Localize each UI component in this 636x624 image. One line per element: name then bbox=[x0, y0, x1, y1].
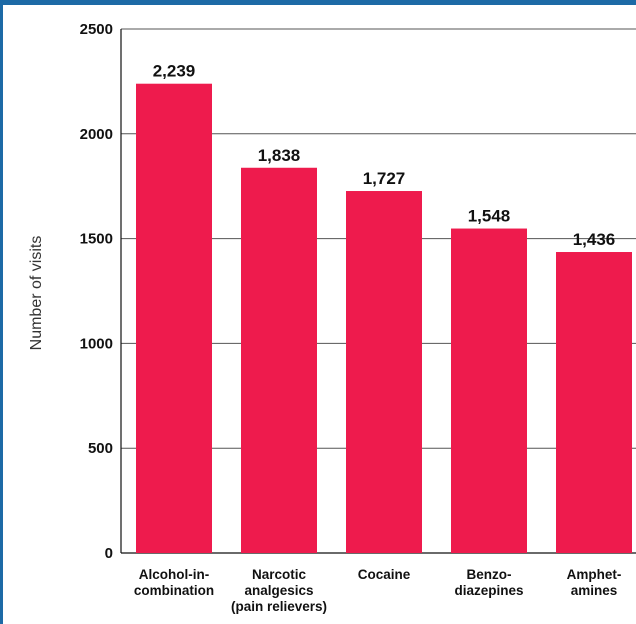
x-category-label: Alcohol-in- combination bbox=[133, 567, 215, 598]
y-tick-label: 0 bbox=[105, 545, 113, 562]
y-tick-label: 1500 bbox=[80, 231, 113, 248]
data-label: 1,436 bbox=[573, 230, 616, 249]
bar-chart: 0 500 1000 1500 2000 2500 2,239 1,838 1,727 1,548… bbox=[80, 21, 636, 562]
data-label: 2,239 bbox=[153, 62, 196, 81]
bar bbox=[451, 228, 527, 554]
x-category-label: Benzo- diazepines bbox=[454, 567, 524, 598]
data-label: 1,548 bbox=[468, 207, 511, 226]
bar bbox=[136, 83, 212, 553]
x-category-label: Amphet- amines bbox=[566, 567, 622, 598]
x-category-label: Cocaine bbox=[357, 567, 411, 582]
y-tick-label: 1000 bbox=[80, 335, 113, 352]
data-label: 1,838 bbox=[258, 146, 301, 165]
y-tick-label: 2000 bbox=[80, 126, 113, 143]
bar bbox=[346, 191, 422, 553]
y-tick-label: 2500 bbox=[80, 21, 113, 38]
bar bbox=[241, 167, 317, 554]
y-tick-label: 500 bbox=[88, 440, 113, 457]
data-label: 1,727 bbox=[363, 169, 406, 188]
x-category-label: Narcotic analgesics (pain relievers) bbox=[230, 567, 328, 614]
bar bbox=[556, 252, 632, 553]
